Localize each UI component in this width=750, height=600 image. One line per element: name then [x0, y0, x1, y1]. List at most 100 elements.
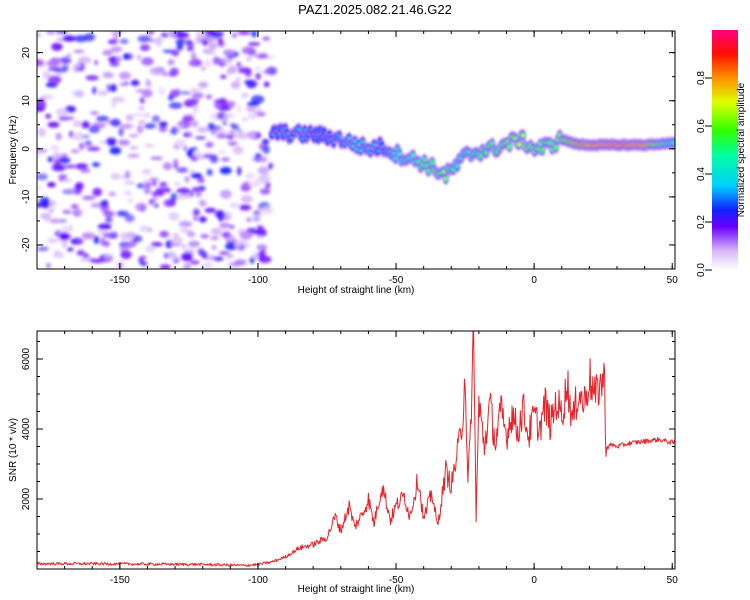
noise-blob — [257, 166, 270, 175]
noise-blob — [185, 39, 191, 45]
ridge-peak — [517, 142, 521, 147]
snr-series-line — [37, 331, 675, 567]
noise-blob — [77, 56, 91, 65]
noise-blob — [170, 192, 178, 202]
noise-blob — [90, 111, 99, 115]
ridge-peak — [521, 133, 525, 137]
noise-blob — [119, 82, 127, 87]
noise-blob — [259, 156, 268, 163]
noise-blob — [150, 242, 163, 247]
noise-blob — [202, 262, 213, 269]
noise-blob — [256, 244, 268, 251]
noise-blob — [37, 59, 43, 66]
noise-blob — [125, 114, 134, 122]
noise-blob — [111, 101, 117, 109]
noise-blob — [203, 31, 215, 35]
noise-blob — [46, 60, 61, 67]
noise-blob — [45, 114, 52, 119]
noise-blob — [86, 146, 101, 152]
noise-blob — [183, 145, 188, 151]
noise-blob — [108, 191, 117, 197]
noise-blob — [37, 186, 44, 190]
noise-blob — [116, 55, 122, 63]
x-tick-label: 0 — [531, 275, 537, 286]
ridge-peak — [540, 148, 545, 152]
ridge-peak — [397, 151, 402, 156]
noise-blob — [181, 167, 186, 172]
noise-blob — [141, 168, 152, 175]
noise-blob — [149, 67, 164, 76]
noise-blob — [106, 83, 112, 93]
noise-blob — [65, 164, 76, 169]
ridge-peak — [393, 156, 398, 161]
noise-blob — [109, 146, 122, 155]
y-tick-label: -20 — [21, 237, 32, 252]
noise-blob — [219, 251, 230, 255]
noise-blob — [234, 259, 247, 266]
noise-blob — [182, 190, 189, 195]
noise-blob — [118, 127, 124, 137]
noise-blob — [97, 90, 109, 96]
noise-blob — [186, 231, 196, 238]
noise-blob — [128, 134, 139, 138]
noise-blob — [169, 89, 178, 98]
noise-blob — [169, 67, 179, 77]
noise-blob — [183, 131, 193, 138]
noise-blob — [159, 230, 169, 238]
noise-blob — [113, 34, 118, 43]
noise-blob — [219, 189, 232, 199]
ridge-peak — [444, 177, 448, 181]
noise-blob — [59, 219, 67, 223]
noise-blob — [255, 54, 269, 59]
noise-blob — [189, 260, 200, 265]
noise-blob — [75, 163, 88, 170]
noise-blob — [213, 125, 222, 131]
noise-blob — [46, 263, 51, 269]
noise-blob — [160, 32, 169, 38]
noise-blob — [50, 57, 62, 62]
colorbar-tick-label: 0.6 — [696, 119, 707, 133]
noise-blob — [182, 115, 194, 122]
noise-blob — [126, 241, 136, 248]
noise-blob — [240, 92, 249, 99]
noise-blob — [181, 244, 186, 249]
noise-blob — [139, 44, 151, 51]
noise-blob — [158, 125, 167, 133]
noise-blob — [66, 53, 72, 58]
top-y-axis: -20 -10 0 10 20 — [21, 47, 675, 270]
noise-blob — [79, 257, 91, 262]
noise-blob — [222, 116, 229, 122]
noise-blob — [202, 40, 208, 46]
noise-blob — [124, 170, 131, 179]
noise-blob — [62, 188, 76, 193]
noise-blob — [247, 112, 259, 120]
noise-blob — [47, 121, 60, 128]
noise-blob — [139, 225, 149, 233]
noise-blob — [239, 231, 253, 240]
noise-blob — [232, 145, 244, 155]
bottom-y-axis-label: SNR (10 * v/v) — [8, 418, 19, 482]
noise-blob — [246, 56, 252, 62]
noise-blob — [219, 166, 232, 175]
noise-blob — [143, 178, 148, 187]
noise-blob — [124, 214, 135, 223]
x-tick-label: 50 — [667, 275, 679, 286]
x-tick-label: -150 — [110, 275, 130, 286]
noise-blob — [62, 209, 72, 214]
noise-blob — [145, 81, 152, 87]
noise-blob — [236, 105, 242, 113]
noise-blob — [167, 59, 175, 66]
ridge-peak — [455, 164, 460, 168]
noise-blob — [138, 120, 146, 124]
noise-blob — [247, 42, 261, 46]
y-tick-label: 6000 — [21, 347, 32, 370]
noise-blob — [255, 230, 264, 236]
noise-blob — [85, 75, 99, 81]
bottom-x-axis: -150 -100 -50 0 50 — [36, 331, 678, 586]
noise-blob — [144, 123, 156, 129]
noise-blob — [253, 210, 261, 216]
y-tick-label: 2000 — [21, 487, 32, 510]
noise-blob — [199, 216, 207, 223]
ridge-peak — [302, 128, 307, 132]
noise-blob — [84, 141, 92, 145]
